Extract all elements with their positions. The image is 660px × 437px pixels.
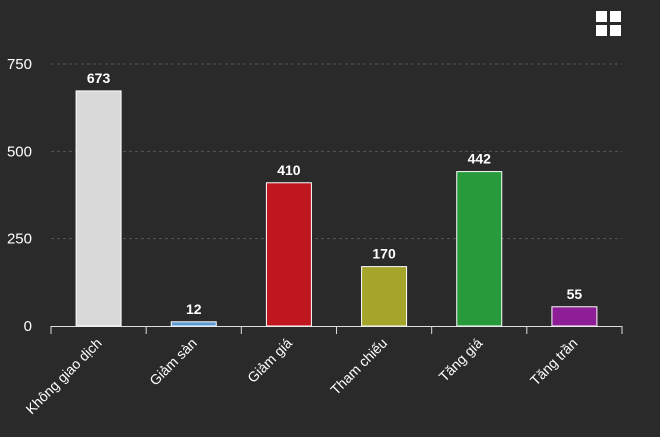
- menu-square: [610, 25, 621, 36]
- data-label: 442: [468, 151, 492, 167]
- x-tick-label: Giảm sàn: [146, 335, 200, 389]
- bar: [361, 266, 408, 327]
- x-tick-label: Tăng giá: [436, 335, 486, 385]
- bar: [170, 321, 217, 327]
- data-label: 673: [87, 70, 111, 86]
- data-label: 55: [567, 286, 583, 302]
- data-label: 12: [186, 301, 202, 317]
- y-tick-label: 750: [7, 56, 32, 73]
- grid-menu-icon[interactable]: [596, 11, 622, 37]
- data-label: 170: [372, 246, 396, 262]
- data-label: 410: [277, 162, 301, 178]
- x-tick-label: Không giao dịch: [22, 335, 104, 417]
- bar: [265, 182, 312, 327]
- y-tick-label: 250: [7, 231, 32, 248]
- y-tick-label: 500: [7, 143, 32, 160]
- menu-square: [596, 25, 607, 36]
- x-tick-label: Tham chiếu: [327, 335, 390, 398]
- bar: [75, 90, 122, 327]
- menu-square: [596, 11, 607, 22]
- x-tick-label: Tăng trần: [527, 335, 581, 389]
- y-tick-label: 0: [24, 318, 32, 335]
- bar: [551, 306, 598, 327]
- menu-square: [610, 11, 621, 22]
- bar: [456, 171, 503, 327]
- x-tick-label: Giảm giá: [244, 335, 295, 386]
